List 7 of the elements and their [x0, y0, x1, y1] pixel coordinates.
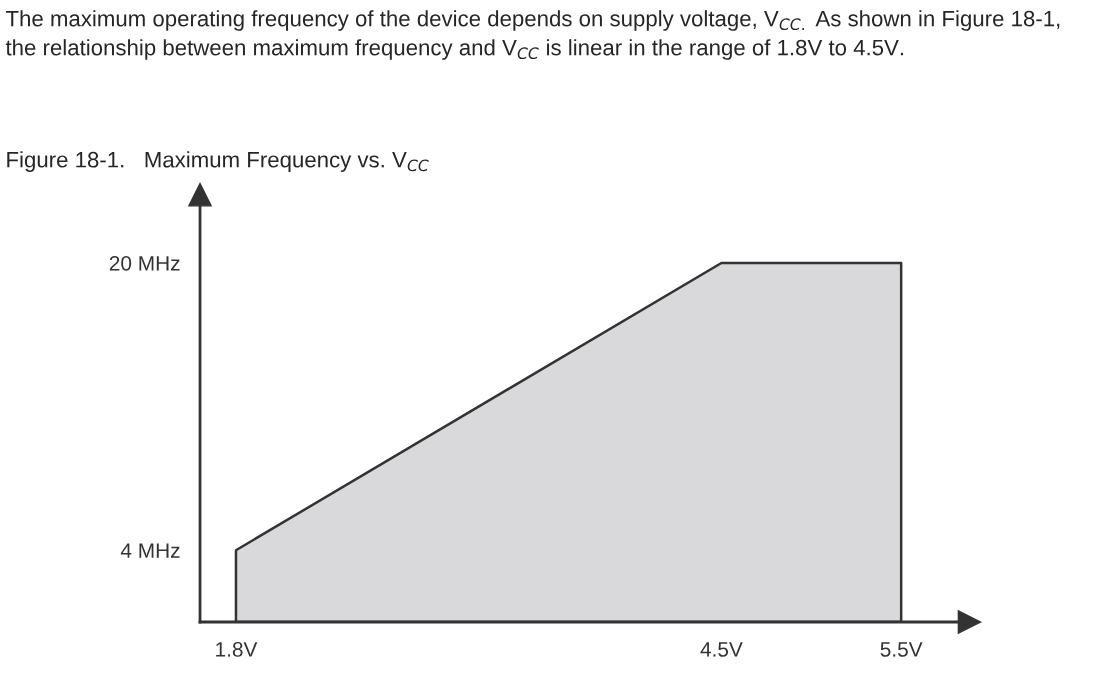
y-tick-label: 20 MHz — [109, 255, 180, 271]
x-tick-label: 5.5V — [880, 642, 923, 657]
x-tick-label: 4.5V — [700, 642, 743, 657]
chart-title: Figure 18-1. Maximum Frequency vs. V$_{CC}$ — [7, 151, 429, 172]
text: The maximum operating frequency of the device depends on supply voltage, V$_{CC.}$ As shown in Figure 18-1, the relationship between maximum frequency and V$_{CC}$ is linear in the range of 1.8V to 4.5V. — [5, 10, 1060, 60]
y-tick-label: 4 MHz — [120, 543, 180, 558]
x-tick-label: 1.8V — [216, 642, 258, 657]
